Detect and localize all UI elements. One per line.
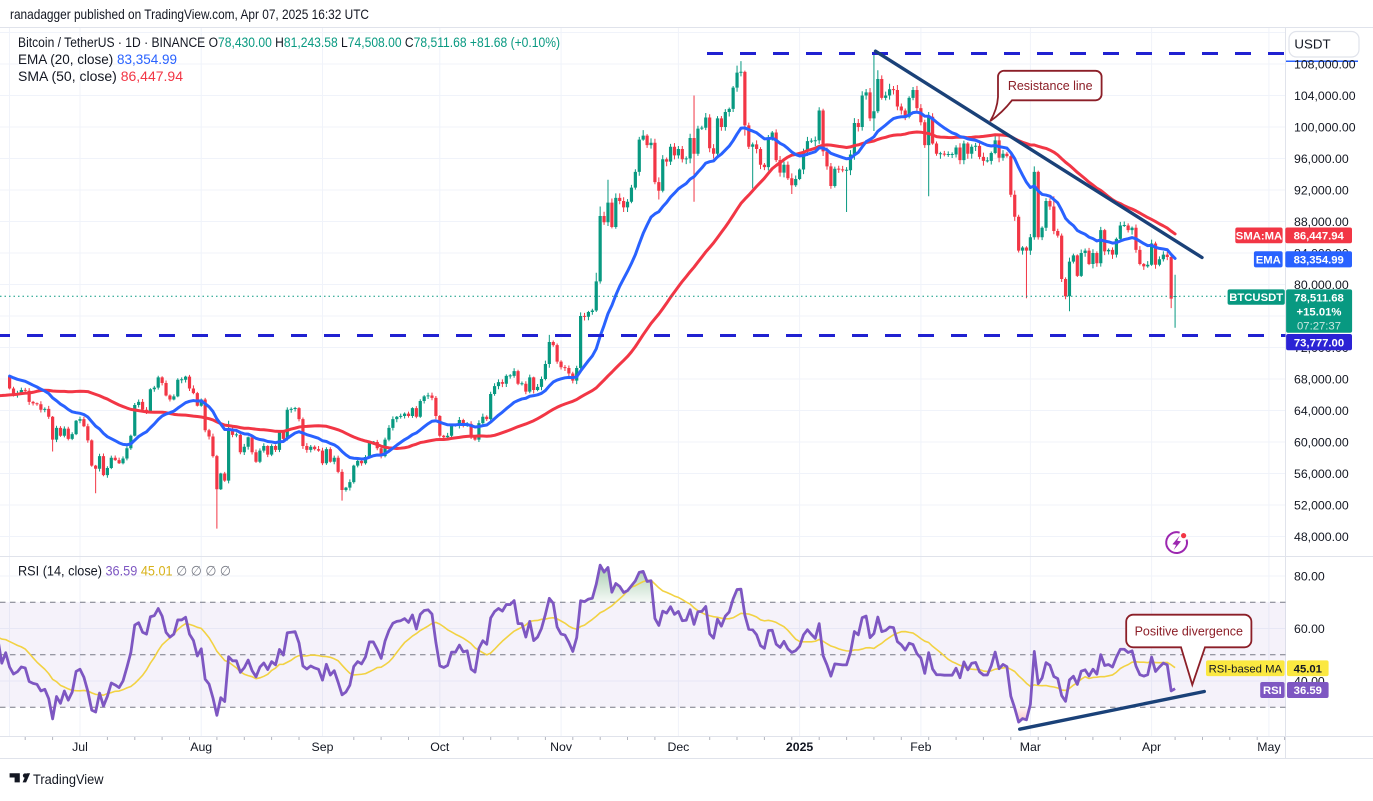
svg-text:Jul: Jul [72, 740, 88, 754]
svg-text:80,000.00: 80,000.00 [1294, 278, 1349, 292]
svg-text:SMA (50, close) 86,447.94: SMA (50, close) 86,447.94 [18, 69, 184, 84]
svg-text:ranadagger published on Tradin: ranadagger published on TradingView.com,… [10, 7, 369, 22]
svg-text:TradingView: TradingView [33, 772, 104, 787]
svg-text:EMA: EMA [1256, 255, 1281, 267]
svg-text:64,000.00: 64,000.00 [1294, 404, 1349, 418]
svg-text:RSI-based MA: RSI-based MA [1209, 664, 1283, 676]
svg-text:+15.01%: +15.01% [1297, 306, 1342, 318]
svg-text:56,000.00: 56,000.00 [1294, 467, 1349, 481]
svg-text:52,000.00: 52,000.00 [1294, 498, 1349, 512]
svg-text:Sep: Sep [312, 740, 334, 754]
svg-text:108,000.00: 108,000.00 [1294, 57, 1356, 71]
svg-text:80.00: 80.00 [1294, 569, 1325, 583]
svg-text:SMA:MA: SMA:MA [1236, 231, 1282, 243]
svg-text:Dec: Dec [667, 740, 689, 754]
svg-text:48,000.00: 48,000.00 [1294, 530, 1349, 544]
svg-text:73,777.00: 73,777.00 [1294, 337, 1344, 349]
svg-text:Bitcoin / TetherUS · 1D · BINA: Bitcoin / TetherUS · 1D · BINANCE O78,43… [18, 35, 560, 50]
svg-text:07:27:37: 07:27:37 [1297, 320, 1341, 332]
svg-text:RSI (14, close) 36.59 45.01 ∅: RSI (14, close) 36.59 45.01 ∅ ∅ ∅ ∅ [18, 564, 231, 579]
svg-text:45.01: 45.01 [1294, 664, 1322, 676]
svg-text:60.00: 60.00 [1294, 622, 1325, 636]
svg-text:60,000.00: 60,000.00 [1294, 435, 1349, 449]
svg-text:Positive divergence: Positive divergence [1135, 624, 1243, 638]
svg-text:88,000.00: 88,000.00 [1294, 215, 1349, 229]
svg-text:BTCUSDT: BTCUSDT [1229, 292, 1283, 304]
svg-text:86,447.94: 86,447.94 [1294, 231, 1345, 243]
svg-text:Apr: Apr [1142, 740, 1161, 754]
svg-text:Feb: Feb [910, 740, 931, 754]
svg-text:92,000.00: 92,000.00 [1294, 183, 1349, 197]
svg-text:104,000.00: 104,000.00 [1294, 89, 1356, 103]
svg-text:Aug: Aug [190, 740, 212, 754]
svg-text:EMA (20, close) 83,354.99: EMA (20, close) 83,354.99 [18, 52, 177, 67]
svg-text:Resistance line: Resistance line [1008, 79, 1093, 93]
svg-text:96,000.00: 96,000.00 [1294, 152, 1349, 166]
svg-text:100,000.00: 100,000.00 [1294, 120, 1356, 134]
svg-text:RSI: RSI [1263, 685, 1282, 697]
svg-text:May: May [1257, 740, 1281, 754]
svg-text:USDT: USDT [1294, 37, 1330, 52]
svg-text:68,000.00: 68,000.00 [1294, 372, 1349, 386]
svg-text:Oct: Oct [430, 740, 450, 754]
svg-text:Nov: Nov [550, 740, 573, 754]
svg-text:Mar: Mar [1020, 740, 1041, 754]
svg-text:83,354.99: 83,354.99 [1294, 255, 1344, 267]
svg-text:2025: 2025 [786, 740, 814, 754]
svg-text:78,511.68: 78,511.68 [1294, 292, 1344, 304]
svg-text:36.59: 36.59 [1294, 685, 1322, 697]
